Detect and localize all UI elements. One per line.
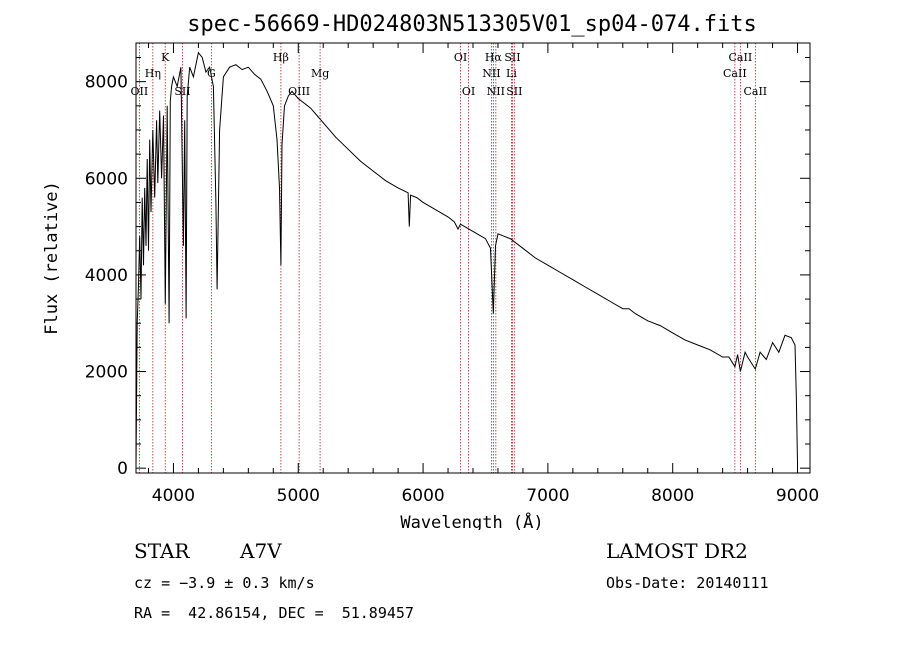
y-tick-label: 8000 bbox=[85, 73, 128, 93]
spectral-line-label: Li bbox=[506, 67, 517, 80]
x-tick-label: 7000 bbox=[526, 486, 569, 506]
spectral-line-label: OIII bbox=[288, 85, 310, 98]
spectrum-chart: spec-56669-HD024803N513305V01_sp04-074.f… bbox=[42, 12, 819, 530]
spectral-line-label: CaII bbox=[729, 51, 753, 64]
coordinates-text: RA = 42.86154, DEC = 51.89457 bbox=[134, 604, 414, 622]
x-tick-label: 8000 bbox=[651, 486, 694, 506]
x-tick-label: 4000 bbox=[152, 486, 195, 506]
spectral-line-label: G bbox=[207, 67, 216, 80]
spectral-line-label: Mg bbox=[311, 67, 329, 80]
x-axis-label: Wavelength (Å) bbox=[400, 511, 543, 530]
spectral-line-label: SII bbox=[504, 51, 520, 64]
survey-name: LAMOST DR2 bbox=[606, 539, 748, 563]
spectral-line-label: OI bbox=[454, 51, 467, 64]
spectral-line-label: K bbox=[161, 51, 170, 64]
y-tick-label: 4000 bbox=[85, 266, 128, 286]
chart-title: spec-56669-HD024803N513305V01_sp04-074.f… bbox=[187, 12, 757, 37]
x-tick-label: 5000 bbox=[277, 486, 320, 506]
plot-frame bbox=[135, 42, 811, 474]
spectral-line-label: OI bbox=[462, 85, 475, 98]
obs-date: Obs-Date: 20140111 bbox=[606, 574, 769, 592]
spectral-line-label: Hβ bbox=[273, 51, 289, 64]
spectral-line-label: Hα bbox=[485, 51, 503, 64]
spectral-line-label: Hη bbox=[145, 67, 161, 80]
spectral-line-label: NII bbox=[482, 67, 500, 80]
y-axis-label: Flux (relative) bbox=[42, 181, 62, 335]
x-tick-label: 6000 bbox=[401, 486, 444, 506]
spectral-line-label: CaII bbox=[743, 85, 767, 98]
y-tick-label: 6000 bbox=[85, 169, 128, 189]
x-tick-label: 9000 bbox=[776, 486, 819, 506]
spectral-line-label: OII bbox=[131, 85, 149, 98]
object-class: STAR bbox=[134, 539, 190, 563]
y-tick-label: 2000 bbox=[85, 363, 128, 383]
redshift-text: cz = −3.9 ± 0.3 km/s bbox=[134, 574, 315, 592]
spectral-line-label: NII bbox=[487, 85, 505, 98]
y-tick-label: 0 bbox=[117, 459, 128, 479]
spectrum-line bbox=[135, 51, 798, 469]
spectral-line-label: SII bbox=[174, 85, 190, 98]
spectral-line-label: SII bbox=[506, 85, 522, 98]
object-subclass: A7V bbox=[240, 539, 282, 563]
spectral-line-label: CaII bbox=[723, 67, 747, 80]
